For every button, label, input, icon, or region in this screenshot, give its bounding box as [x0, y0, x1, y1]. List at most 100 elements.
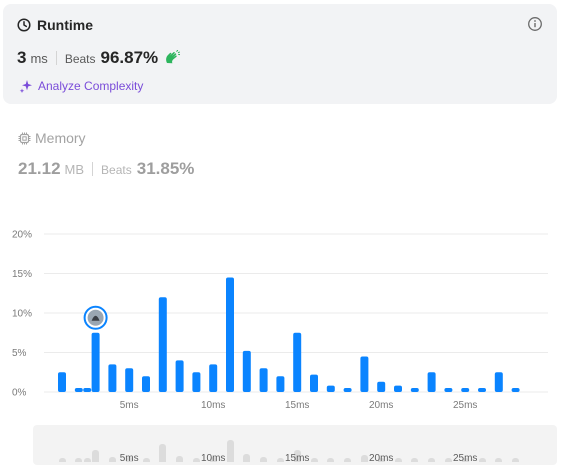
x-tick-label: 25ms	[453, 400, 477, 411]
navigator-bar	[176, 455, 184, 462]
chart-bar[interactable]	[175, 360, 184, 392]
chart-bar[interactable]	[494, 372, 503, 392]
chart-bar[interactable]	[108, 364, 117, 392]
chart-bar[interactable]	[360, 356, 369, 392]
memory-header: Memory	[18, 130, 194, 146]
memory-value: 21.12	[18, 159, 61, 178]
runtime-distribution-chart[interactable]: 0% 5% 10% 15% 20% 5ms 10ms 15ms 20ms 25ms	[0, 220, 563, 415]
navigator-bar	[209, 456, 217, 462]
navigator-bar	[58, 458, 66, 462]
navigator-bar	[428, 458, 436, 462]
chart-bar[interactable]	[242, 350, 251, 392]
info-icon[interactable]	[527, 16, 543, 32]
chart-bar[interactable]	[192, 372, 201, 392]
runtime-values: 3 ms Beats 96.87%	[17, 48, 181, 68]
chart-bar[interactable]	[343, 388, 352, 392]
navigator-tick-label: 5ms	[119, 453, 139, 464]
navigator-bar	[327, 458, 335, 462]
navigator-bar	[260, 457, 268, 462]
y-tick-label: 20%	[12, 230, 32, 241]
chart-bar[interactable]	[158, 297, 167, 392]
chart-bar[interactable]	[461, 388, 470, 392]
runtime-title: Runtime	[37, 17, 93, 33]
chart-bar[interactable]	[478, 388, 486, 392]
y-tick-label: 15%	[12, 269, 32, 280]
divider	[55, 51, 57, 65]
divider	[92, 162, 94, 176]
navigator-bar	[293, 450, 301, 462]
avatar-face	[91, 315, 100, 321]
chart-bar[interactable]	[326, 385, 335, 392]
chart-bar[interactable]	[259, 368, 268, 392]
x-tick-label: 5ms	[120, 400, 139, 411]
navigator-bar	[125, 457, 133, 462]
navigator-bar	[461, 458, 469, 462]
memory-beats-label: Beats	[101, 163, 132, 177]
navigator-bar	[159, 443, 167, 462]
navigator-tick-label: 25ms	[452, 453, 478, 464]
memory-beats-percent: 31.85%	[136, 159, 195, 178]
x-tick-label: 10ms	[201, 400, 225, 411]
chart-bar[interactable]	[276, 376, 285, 392]
chart-bar[interactable]	[209, 364, 218, 392]
chart-bar[interactable]	[74, 388, 83, 392]
chart-bar[interactable]	[394, 385, 402, 392]
runtime-value: 3	[17, 48, 27, 67]
runtime-unit: ms	[30, 51, 48, 66]
navigator-bar	[310, 458, 318, 462]
navigator-tick-label: 10ms	[200, 453, 226, 464]
navigator-bar	[495, 458, 503, 462]
navigator-bar	[411, 458, 419, 462]
chart-range-navigator[interactable]: 5ms 10ms 15ms 20ms 25ms	[33, 425, 557, 465]
runtime-beats-label: Beats	[64, 52, 96, 66]
clapping-hands-icon	[166, 50, 181, 64]
navigator-bar	[243, 454, 251, 462]
navigator-bar	[344, 458, 352, 462]
chart-bar[interactable]	[427, 372, 436, 392]
navigator-bar	[192, 458, 200, 462]
chip-icon	[18, 132, 31, 144]
chart-bar[interactable]	[410, 388, 419, 392]
chart-bar[interactable]	[377, 381, 386, 392]
runtime-beats-percent: 96.87%	[100, 48, 159, 67]
navigator-bar	[75, 458, 83, 462]
chart-bar[interactable]	[142, 376, 150, 392]
chart-bar[interactable]	[310, 374, 318, 392]
x-tick-label: 15ms	[285, 400, 309, 411]
chart-bar[interactable]	[293, 332, 302, 392]
navigator-bar	[377, 458, 385, 462]
chart-bar[interactable]	[83, 388, 92, 392]
navigator-bar	[142, 458, 150, 462]
user-avatar-marker[interactable]	[83, 305, 108, 330]
chart-bar[interactable]	[58, 372, 66, 392]
chart-bar[interactable]	[444, 388, 453, 392]
runtime-header: Runtime	[17, 17, 93, 33]
navigator-bar	[360, 455, 368, 462]
y-tick-label: 5%	[12, 348, 27, 359]
navigator-bar	[83, 458, 91, 462]
navigator-bar	[444, 458, 452, 462]
analyze-complexity-label: Analyze Complexity	[38, 79, 144, 93]
navigator-bar	[92, 450, 100, 462]
chart-bar[interactable]	[91, 332, 100, 392]
navigator-bar	[512, 458, 520, 462]
navigator-bar	[478, 458, 486, 462]
x-tick-label: 20ms	[369, 400, 393, 411]
analyze-complexity-button[interactable]: Analyze Complexity	[19, 79, 143, 93]
y-tick-label: 0%	[12, 388, 27, 399]
navigator-tick-label: 20ms	[368, 453, 394, 464]
memory-values: 21.12 MB Beats 31.85%	[18, 159, 194, 179]
navigator-bar	[394, 458, 402, 462]
navigator-bar	[276, 458, 284, 462]
chart-bar[interactable]	[226, 277, 234, 392]
y-tick-label: 10%	[12, 309, 32, 320]
memory-title: Memory	[35, 130, 86, 146]
navigator-tick-label: 15ms	[284, 453, 310, 464]
memory-card[interactable]: Memory 21.12 MB Beats 31.85%	[18, 130, 194, 179]
runtime-card[interactable]: Runtime 3 ms Beats 96.87% Analyze Comple…	[3, 4, 557, 104]
chart-bar[interactable]	[511, 388, 520, 392]
sparkle-icon	[19, 80, 32, 93]
chart-bar[interactable]	[125, 368, 134, 392]
navigator-bar	[108, 456, 116, 462]
navigator-bar	[226, 439, 234, 462]
